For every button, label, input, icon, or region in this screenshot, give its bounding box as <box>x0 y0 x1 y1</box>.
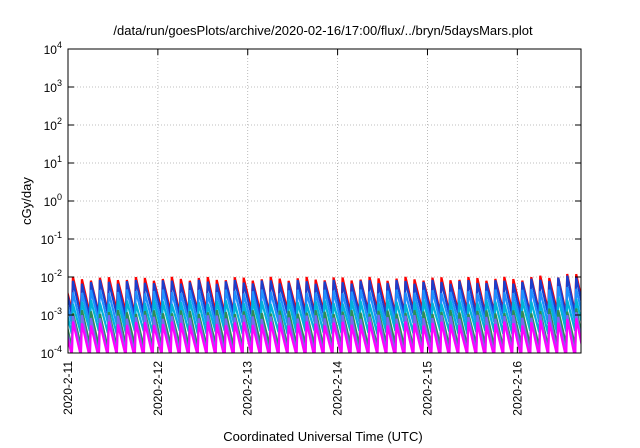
y-tick-label: 10-1 <box>41 230 62 247</box>
series-group <box>68 273 581 353</box>
y-tick-label: 102 <box>44 116 62 133</box>
x-axis-label: Coordinated Universal Time (UTC) <box>223 429 422 444</box>
y-axis: 10-4 10-3 10-2 10-1 100 101 102 103 104 <box>41 40 581 361</box>
y-tick-label: 10-2 <box>41 268 62 285</box>
chart-title: /data/run/goesPlots/archive/2020-02-16/1… <box>113 23 533 38</box>
y-tick-label: 103 <box>44 78 62 95</box>
x-tick-label: 2020-2-11 <box>61 361 75 415</box>
series-line <box>68 318 581 353</box>
y-tick-label: 10-4 <box>41 344 62 361</box>
y-tick-label: 104 <box>44 40 62 57</box>
x-tick-label: 2020-2-14 <box>331 361 345 416</box>
x-tick-label: 2020-2-16 <box>510 361 524 416</box>
x-tick-label: 2020-2-15 <box>420 361 434 416</box>
y-tick-label: 101 <box>44 154 62 171</box>
x-axis: 2020-2-11 2020-2-12 2020-2-13 2020-2-14 2020… <box>61 49 524 416</box>
x-tick-label: 2020-2-13 <box>241 361 255 416</box>
x-tick-label: 2020-2-12 <box>151 361 165 416</box>
y-tick-label: 10-3 <box>41 306 62 323</box>
y-tick-label: 100 <box>44 192 62 209</box>
y-axis-label: cGy/day <box>19 177 34 225</box>
